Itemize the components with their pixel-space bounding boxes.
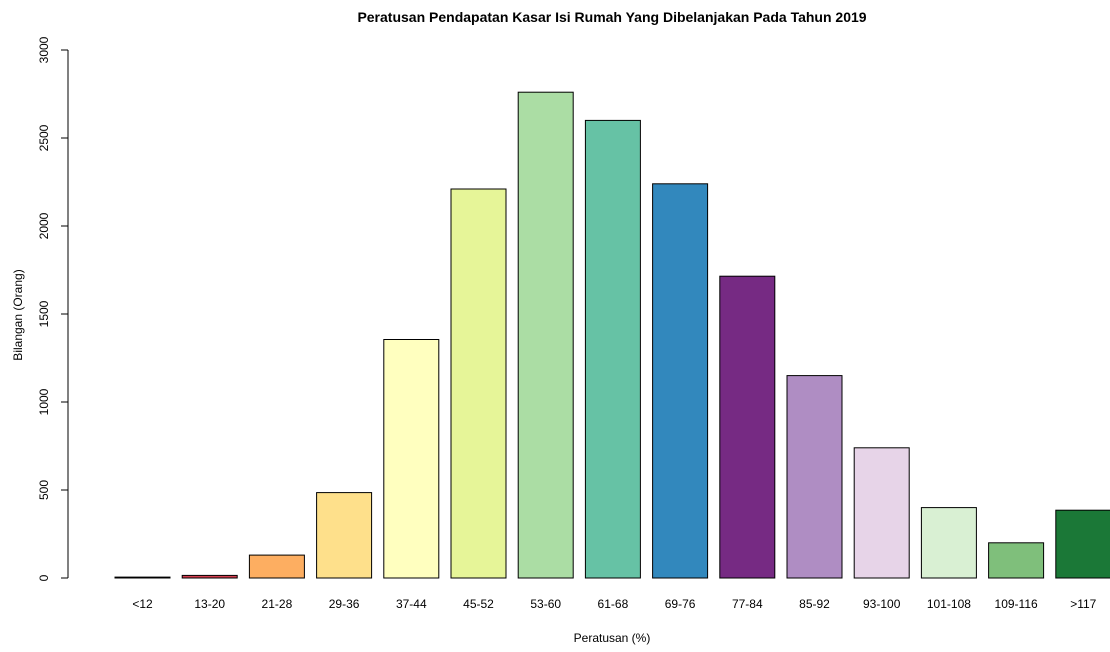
x-tick-label: 69-76: [665, 597, 696, 611]
x-tick-label: >117: [1070, 597, 1096, 611]
x-tick-label: 29-36: [329, 597, 360, 611]
bar: [383, 339, 440, 579]
x-tick-label: 45-52: [463, 597, 494, 611]
x-tick-label: 61-68: [598, 597, 629, 611]
x-tick-label: <12: [132, 597, 153, 611]
bar: [248, 554, 305, 579]
x-tick-label: 77-84: [732, 597, 763, 611]
x-tick-label: 21-28: [262, 597, 293, 611]
x-axis-tick-labels: <12 13-20 21-28 29-36 37-44 45-52 53-60 61-68 69…: [132, 597, 1096, 611]
bar: [1055, 509, 1110, 579]
bar: [114, 576, 171, 579]
x-tick-label: 37-44: [396, 597, 427, 611]
bar: [988, 542, 1045, 579]
bar: [181, 574, 238, 579]
y-tick-label: 2000: [37, 212, 51, 239]
bars: [114, 91, 1110, 579]
bar: [786, 375, 843, 579]
x-tick-label: 13-20: [194, 597, 225, 611]
bar: [719, 275, 776, 579]
x-tick-label: 101-108: [927, 597, 971, 611]
bar: [853, 447, 910, 579]
y-tick-label: 3000: [37, 36, 51, 63]
x-tick-label: 53-60: [530, 597, 561, 611]
y-axis-label: Bilangan (Orang): [11, 269, 25, 360]
y-tick-label: 2500: [37, 124, 51, 151]
x-tick-label: 109-116: [995, 597, 1038, 611]
y-axis: 0 500 1000 1500 2000 2500 3000: [37, 36, 69, 581]
x-tick-label: 85-92: [799, 597, 830, 611]
bar: [316, 492, 373, 579]
chart-title: Peratusan Pendapatan Kasar Isi Rumah Yan…: [357, 9, 866, 25]
bar: [517, 91, 574, 579]
y-tick-label: 1500: [37, 300, 51, 327]
y-tick-label: 0: [37, 574, 51, 581]
bar: [920, 507, 977, 579]
y-tick-label: 500: [37, 480, 51, 500]
bar: [652, 183, 709, 579]
y-tick-label: 1000: [37, 388, 51, 415]
bar: [584, 119, 641, 579]
x-tick-label: 93-100: [863, 597, 901, 611]
bar: [450, 188, 507, 579]
x-axis-label: Peratusan (%): [574, 631, 651, 645]
